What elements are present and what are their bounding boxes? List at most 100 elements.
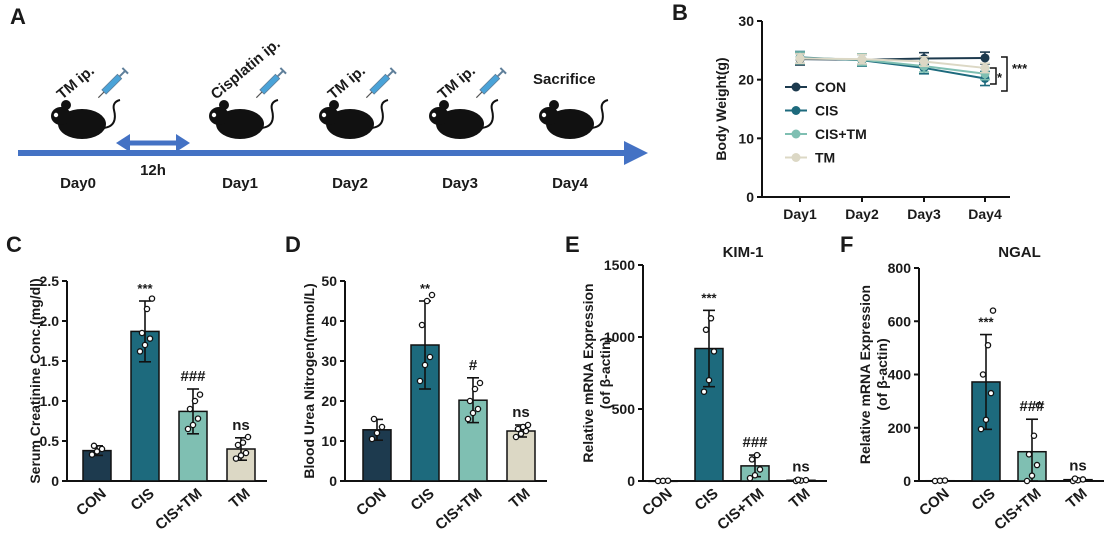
kim1-expression-chart: 0 500 1000 1500 Relative mRNA Expression (of … [580, 244, 827, 534]
ngal-expression-chart: 0 200 400 600 800 Relative mRNA Expression (of… [857, 244, 1104, 534]
data-point [753, 451, 761, 459]
data-point [146, 335, 154, 342]
sig-label: ** [420, 281, 431, 296]
category-label: CIS [127, 485, 157, 514]
timeline-arrowhead [624, 141, 648, 165]
y-tick-label: 40 [321, 313, 337, 329]
data-point [373, 429, 381, 437]
y-tick-label: 30 [321, 353, 337, 369]
y-tick-label: 800 [888, 260, 912, 276]
category-label: CON [353, 485, 389, 519]
category-label: CIS+TM [152, 485, 205, 534]
series-tm [795, 53, 990, 74]
panel-label-e: E [565, 232, 580, 257]
data-point [88, 451, 96, 458]
bar-group-tm: ns TM [1063, 457, 1093, 512]
category-label: TM [1063, 485, 1091, 512]
day-label-4: Day4 [552, 175, 589, 192]
sig-bracket-outer [1001, 56, 1008, 92]
data-point [464, 415, 472, 423]
legend-marker [791, 153, 801, 162]
sig-label: ### [742, 434, 768, 451]
category-label: CON [639, 485, 675, 519]
data-point [1030, 432, 1038, 439]
data-point [794, 476, 802, 483]
y-tick-label: 10 [321, 433, 337, 449]
data-point [987, 389, 995, 397]
y-tick-label: 0 [51, 473, 59, 489]
category-label: TM [226, 485, 254, 512]
category-label: TM [506, 485, 534, 512]
category-label: CIS+TM [432, 485, 485, 534]
data-point [418, 321, 426, 329]
legend-label: CON [815, 79, 846, 95]
data-point [194, 415, 202, 422]
data-point [423, 297, 431, 305]
legend-label: TM [815, 150, 835, 166]
day-label-1: Day1 [222, 175, 258, 192]
data-point [751, 471, 759, 479]
chart-title: NGAL [998, 244, 1041, 261]
data-point [802, 476, 810, 484]
category-label: CIS+TM [714, 485, 767, 534]
y-axis-title: Serum Creatinine Conc.(mg/dl) [27, 278, 43, 483]
sig-label: *** [701, 290, 717, 305]
data-point [979, 371, 987, 378]
data-point [977, 425, 985, 433]
data-point [524, 421, 532, 429]
day-label-2: Day2 [332, 175, 368, 192]
sig-label: ns [792, 459, 810, 476]
data-point [469, 409, 477, 417]
data-point [705, 376, 713, 384]
data-point [702, 326, 710, 334]
y-tick-label: 1000 [604, 329, 635, 345]
y-axis-title: Blood Urea Nitrogen(mmol/L) [301, 283, 317, 478]
data-point [242, 449, 250, 457]
data-point [1023, 477, 1031, 485]
sig-label: ns [1069, 457, 1087, 474]
category-label: CIS+TM [991, 485, 1044, 534]
data-point [748, 456, 756, 463]
syringe-icon [97, 67, 129, 99]
data-point [136, 348, 144, 355]
y-tick-label: 500 [612, 401, 636, 417]
data-point [756, 466, 764, 473]
data-point [370, 415, 378, 423]
bar-group-tm: ns TM [786, 459, 816, 512]
category-label: CON [916, 485, 952, 519]
y-tick-label: 1.5 [40, 353, 60, 369]
data-point [138, 329, 146, 337]
syringe-icon [475, 67, 507, 99]
data-point [428, 291, 436, 299]
category-label: CON [73, 485, 109, 519]
y-axis-title: Relative mRNA Expression [857, 285, 873, 464]
step-label-day1: Cisplatin ip. [208, 35, 284, 103]
data-point [512, 433, 520, 441]
data-point [919, 56, 929, 66]
y-axis-title: Relative mRNA Expression [580, 283, 596, 462]
data-point [941, 477, 949, 484]
bar-group-tm: ns TM [506, 404, 536, 512]
step-label-day3: TM ip. [435, 62, 479, 103]
step-label-day4: Sacrifice [533, 71, 596, 88]
data-point [710, 348, 718, 355]
interval-arrow [116, 134, 190, 152]
data-point [234, 441, 242, 449]
data-point [368, 435, 376, 443]
data-point [476, 379, 484, 387]
sig-label: # [469, 357, 478, 374]
day-label-0: Day0 [60, 175, 96, 192]
step-label-day2: TM ip. [325, 62, 369, 103]
y-tick-label: 20 [321, 393, 337, 409]
data-point [98, 445, 106, 453]
bar-group-tm: ns TM [226, 417, 256, 512]
bar-group-cis: *** CIS [127, 281, 160, 514]
data-point [664, 477, 672, 484]
y-axis-title: Body Weight(g) [713, 57, 729, 160]
panel-label-f: F [840, 232, 853, 257]
data-point [795, 54, 805, 64]
data-point [1028, 472, 1036, 479]
data-point [980, 63, 990, 73]
